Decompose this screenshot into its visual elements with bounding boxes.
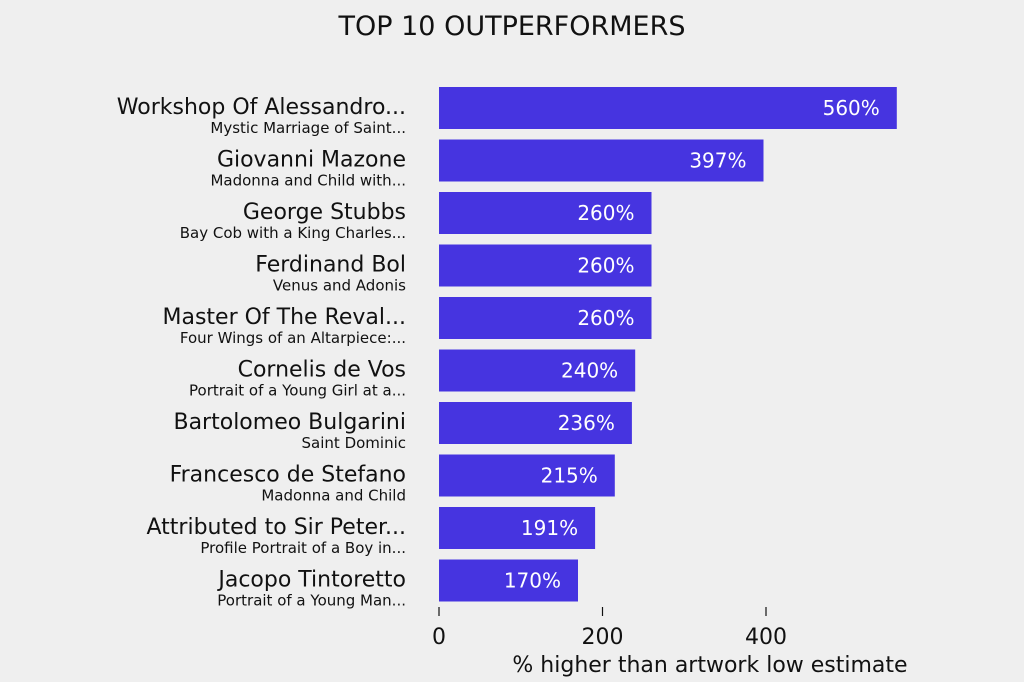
- x-axis: 0 200 400: [432, 607, 787, 650]
- x-tick-label: 400: [745, 625, 787, 650]
- artwork-label: Four Wings of an Altarpiece:...: [180, 329, 406, 347]
- artwork-label: Bay Cob with a King Charles...: [180, 224, 406, 242]
- bar: [439, 454, 615, 497]
- bar-value-label: 240%: [561, 359, 618, 383]
- bar-value-label: 215%: [541, 464, 598, 488]
- bar-value-label: 560%: [823, 96, 880, 120]
- bar: [439, 297, 652, 339]
- artwork-label: Portrait of a Young Girl at a...: [189, 382, 406, 400]
- x-tick-label: 0: [432, 625, 446, 650]
- artist-label: Ferdinand Bol: [255, 253, 406, 278]
- artist-label: Workshop Of Alessandro...: [117, 95, 406, 120]
- artwork-label: Madonna and Child: [261, 487, 406, 505]
- artwork-label: Venus and Adonis: [273, 277, 406, 295]
- bar-value-label: 191%: [521, 516, 578, 540]
- artwork-label: Profile Portrait of a Boy in...: [200, 539, 406, 557]
- bar-value-label: 397%: [689, 149, 746, 173]
- bar: [439, 507, 596, 549]
- bar: [439, 349, 636, 392]
- artist-label: Jacopo Tintoretto: [216, 568, 406, 593]
- artist-label: George Stubbs: [243, 200, 406, 225]
- bar: [439, 402, 632, 444]
- bar-value-label: 170%: [504, 569, 561, 593]
- x-axis-label: % higher than artwork low estimate: [512, 653, 907, 678]
- artwork-label: Mystic Marriage of Saint...: [210, 119, 406, 137]
- bar-value-label: 236%: [558, 411, 615, 435]
- bars-group: 560% 397% 260% 260% 260% 240% 236% 215% 191% 170%: [439, 87, 897, 602]
- bar-value-label: 260%: [577, 201, 634, 225]
- artist-label: Francesco de Stefano: [170, 463, 406, 488]
- artwork-label: Saint Dominic: [302, 434, 406, 452]
- artwork-label: Madonna and Child with...: [210, 172, 406, 190]
- bar: [439, 244, 652, 287]
- artist-label: Cornelis de Vos: [238, 358, 406, 383]
- x-tick-label: 200: [582, 625, 624, 650]
- chart-title: TOP 10 OUTPERFORMERS: [338, 11, 686, 42]
- artwork-label: Portrait of a Young Man...: [217, 592, 406, 610]
- artist-label: Master Of The Reval...: [162, 305, 406, 330]
- category-labels: Workshop Of Alessandro...Mystic Marriage…: [117, 95, 406, 610]
- bar-value-label: 260%: [577, 254, 634, 278]
- artist-label: Bartolomeo Bulgarini: [173, 410, 406, 435]
- artist-label: Giovanni Mazone: [217, 148, 406, 173]
- bar: [439, 192, 652, 234]
- bar: [439, 87, 897, 129]
- bar: [439, 559, 578, 602]
- artist-label: Attributed to Sir Peter...: [147, 515, 406, 540]
- bar-value-label: 260%: [577, 306, 634, 330]
- bar: [439, 139, 764, 182]
